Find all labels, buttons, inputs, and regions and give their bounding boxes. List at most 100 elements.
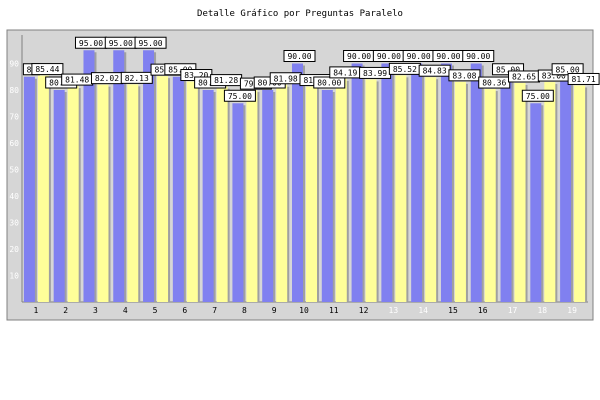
bars [23,50,588,303]
bar-series-1 [530,103,542,302]
data-labels: 8585.4480.0081.4895.0082.0295.0082.1395.… [22,36,600,102]
bar-series-2 [97,84,109,302]
data-label-series-2: 81.71 [567,72,600,85]
y-tick-label: 90 [9,60,19,69]
bar-series-2 [306,86,317,303]
data-label-series-1: 90.00 [462,50,495,62]
x-tick-label: 6 [182,306,187,315]
bar-series-2 [395,75,407,302]
x-tick-label: 10 [299,306,309,315]
svg-text:90.00: 90.00 [436,52,460,61]
x-tick-label: 3 [93,306,98,315]
svg-text:81.71: 81.71 [572,75,596,84]
bar-series-1 [351,63,363,302]
bar-series-2 [186,81,198,303]
bar-series-1 [381,63,393,302]
x-tick-label: 2 [63,306,68,315]
svg-text:95.00: 95.00 [139,39,163,48]
bar-series-1 [321,90,333,302]
svg-text:81.28: 81.28 [214,76,238,85]
bar-series-2 [216,86,228,302]
data-label-series-1: 90.00 [432,50,465,62]
svg-text:95.00: 95.00 [79,39,103,48]
data-label-series-2: 81.98 [269,72,302,85]
bar-series-1 [143,50,155,302]
svg-text:83.99: 83.99 [363,69,387,78]
bar-series-2 [335,78,347,302]
svg-text:85.44: 85.44 [35,65,59,74]
data-label-series-2: 83.08 [448,69,481,82]
bar-series-1 [83,50,95,302]
x-tick-label: 1 [33,306,38,315]
y-tick-label: 30 [9,219,19,228]
bar-series-2 [127,84,139,302]
data-label-series-1: 90.00 [343,50,376,62]
data-label-series-2: 81.48 [61,73,94,86]
bar-series-2 [365,79,377,302]
svg-text:75.00: 75.00 [228,92,252,101]
data-label-series-2: 82.65 [508,70,541,83]
data-label-series-2: 82.13 [120,71,153,84]
bar-series-1 [232,103,244,302]
svg-text:84.83: 84.83 [423,67,447,76]
data-label-series-2: 80.36 [478,76,511,89]
x-tick-label: 14 [418,306,428,315]
y-tick-label: 40 [9,192,19,201]
bar-series-2 [276,84,288,303]
data-label-series-2: 85.52 [388,62,421,75]
data-label-series-2: 84.19 [329,66,362,79]
bar-series-2 [484,89,496,303]
x-tick-label: 9 [272,306,277,315]
y-axis-ticks: 10 20 30 40 50 60 70 80 90 [9,60,19,281]
data-label-series-1: 90.00 [372,50,405,62]
svg-text:82.13: 82.13 [125,74,149,83]
svg-text:82.65: 82.65 [512,72,536,81]
bar-series-2 [246,90,258,302]
y-tick-label: 80 [9,86,19,95]
bar-series-2 [425,77,437,302]
svg-text:90.00: 90.00 [287,52,311,61]
y-tick-label: 70 [9,113,19,122]
bar-series-1 [500,76,512,302]
svg-text:85.00: 85.00 [556,65,580,74]
svg-text:95.00: 95.00 [109,39,133,48]
bar-series-1 [411,63,423,302]
x-tick-label: 15 [448,306,458,315]
data-label-series-1: 80.00 [313,76,346,89]
bar-series-2 [157,76,169,302]
x-tick-label: 4 [123,306,128,315]
data-label-series-1: 90.00 [402,50,435,62]
x-tick-label: 13 [389,306,399,315]
bar-series-1 [262,90,274,302]
x-tick-label: 11 [329,306,339,315]
x-tick-label: 19 [567,306,577,315]
bar-series-1 [470,63,482,302]
y-tick-label: 60 [9,139,19,148]
data-label-series-2: 84.83 [418,64,451,77]
svg-text:85.52: 85.52 [393,65,417,74]
x-tick-label: 17 [508,306,518,315]
x-tick-label: 16 [478,306,488,315]
svg-text:85.00: 85.00 [496,65,520,74]
bar-series-2 [37,75,49,302]
bar-series-1 [113,50,125,302]
x-tick-label: 12 [359,306,369,315]
data-label-series-1: 95.00 [104,36,137,49]
bar-series-1 [440,63,452,302]
svg-text:81.98: 81.98 [274,74,298,83]
svg-text:90.00: 90.00 [347,52,371,61]
bar-series-1 [53,90,65,302]
bar-series-2 [574,85,586,302]
y-tick-label: 50 [9,166,19,175]
x-tick-label: 8 [242,306,247,315]
data-label-series-1: 75.00 [223,89,256,102]
bar-series-2 [454,81,466,302]
svg-text:80.36: 80.36 [482,79,506,88]
data-label-series-1: 95.00 [134,36,167,49]
bar-series-1 [202,90,214,302]
x-axis-ticks: 1 2 3 4 5 6 7 8 9 10 11 12 13 14 15 16 17 18 19 [33,306,577,315]
bar-series-2 [514,82,526,302]
svg-text:90.00: 90.00 [466,52,490,61]
y-tick-label: 20 [9,245,19,254]
